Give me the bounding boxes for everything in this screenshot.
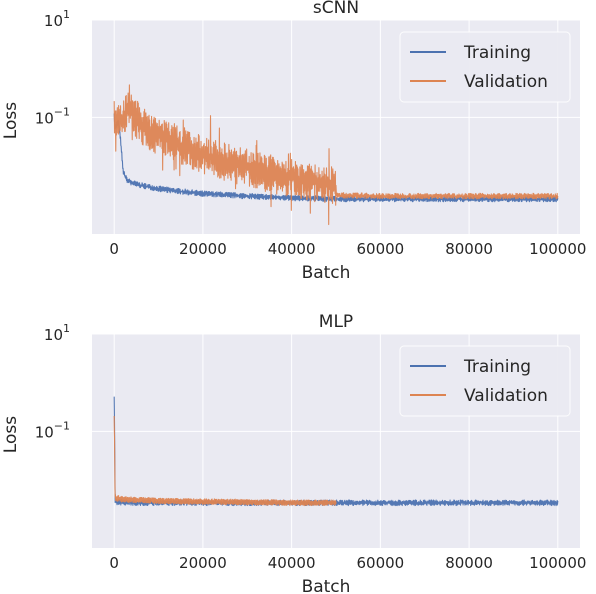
legend-box	[399, 345, 571, 417]
x-tick-label: 40000	[268, 240, 316, 258]
series-validation	[113, 84, 559, 226]
panel-scnn: sCNN 0 20000 40000 60000 80000 100000 101 10−1 Ba…	[1, 0, 586, 283]
chart-title: MLP	[319, 312, 353, 332]
x-tick-label: 0	[109, 240, 119, 258]
panel-mlp: MLP 0 20000 40000 60000 80000 100000 101 10−1 Bat…	[1, 312, 586, 594]
x-tick-label: 0	[109, 554, 119, 572]
legend-label-validation: Validation	[464, 72, 548, 92]
x-tick-label: 80000	[445, 240, 493, 258]
x-tick-label: 60000	[357, 554, 405, 572]
y-tick-label: 10−1	[35, 105, 70, 127]
legend-label-training: Training	[463, 43, 531, 63]
legend: Training Validation	[399, 31, 571, 103]
legend: Training Validation	[399, 345, 571, 417]
y-tick-label: 101	[44, 8, 70, 30]
x-tick-label: 20000	[179, 240, 227, 258]
x-tick-label: 60000	[357, 240, 405, 258]
legend-label-validation: Validation	[464, 386, 548, 406]
y-axis-label: Loss	[1, 102, 21, 139]
chart-title: sCNN	[313, 0, 359, 18]
series-line-validation	[113, 415, 337, 507]
x-tick-label: 100000	[529, 554, 586, 572]
x-tick-label: 80000	[445, 554, 493, 572]
legend-label-training: Training	[463, 357, 531, 377]
x-axis-label: Batch	[302, 577, 351, 594]
y-tick-label: 10−1	[35, 419, 70, 441]
series-line-validation	[113, 84, 559, 226]
x-tick-label: 20000	[179, 554, 227, 572]
x-tick-label: 40000	[268, 554, 316, 572]
legend-box	[399, 31, 571, 103]
x-axis-label: Batch	[302, 263, 351, 283]
x-tick-label: 100000	[529, 240, 586, 258]
series-validation	[113, 415, 337, 507]
y-axis-label: Loss	[1, 416, 21, 453]
y-tick-label: 101	[44, 322, 70, 344]
